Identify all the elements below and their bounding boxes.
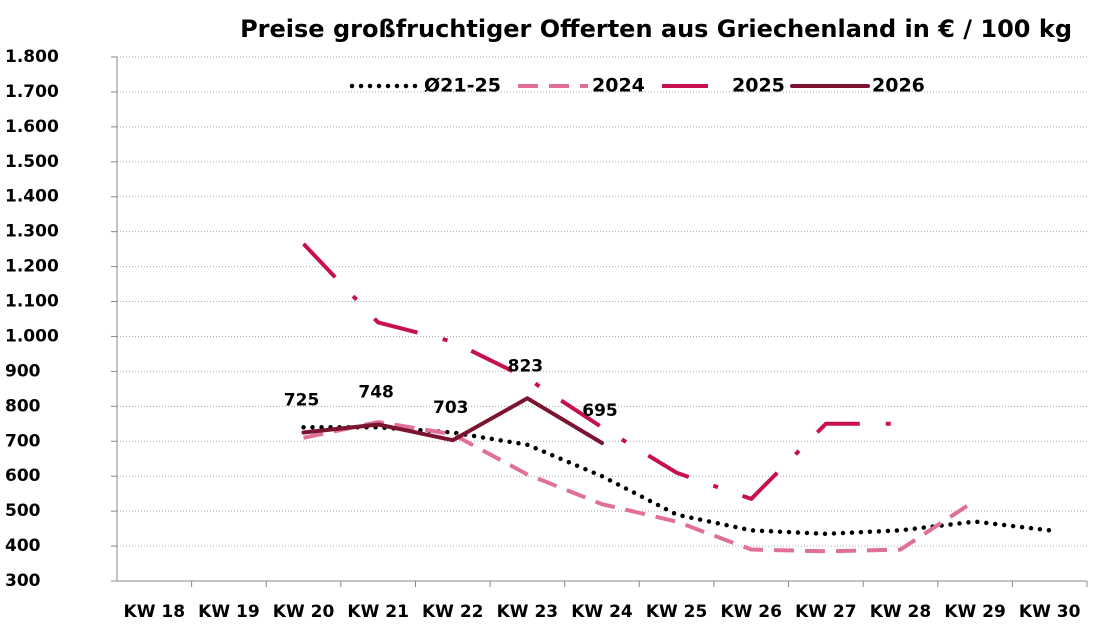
- x-tick-label: KW 25: [646, 602, 708, 622]
- x-tick-label: KW 24: [571, 602, 633, 622]
- chart-title: Preise großfruchtiger Offerten aus Griec…: [240, 15, 1072, 43]
- y-tick-label: 500: [5, 501, 41, 521]
- y-tick-label: 600: [5, 466, 41, 486]
- x-tick-label: KW 20: [273, 602, 335, 622]
- x-tick-label: KW 21: [347, 602, 409, 622]
- x-tick-label: KW 28: [870, 602, 932, 622]
- legend-label: Ø21-25: [424, 75, 501, 97]
- y-tick-label: 700: [5, 431, 41, 451]
- series-line: [302, 242, 901, 501]
- x-tick-label: KW 23: [497, 602, 559, 622]
- x-tick-label: KW 30: [1019, 602, 1081, 622]
- y-tick-label: 1.400: [5, 187, 59, 207]
- series-line: [301, 396, 604, 446]
- x-tick-label: KW 29: [944, 602, 1006, 622]
- y-tick-label: 300: [5, 571, 41, 591]
- y-tick-label: 1.200: [5, 257, 59, 277]
- y-tick-label: 1.500: [5, 152, 59, 172]
- legend-label: 2026: [872, 75, 925, 97]
- y-tick-label: 1.000: [5, 326, 59, 346]
- data-label: 703: [433, 398, 469, 418]
- x-tick-label: KW 19: [198, 602, 260, 622]
- y-tick-label: 900: [5, 361, 41, 381]
- y-tick-label: 1.800: [5, 47, 59, 67]
- legend-label: 2024: [592, 75, 645, 97]
- data-label: 695: [582, 401, 618, 421]
- y-tick-label: 800: [5, 396, 41, 416]
- y-tick-label: 1.100: [5, 292, 59, 312]
- series-line: [301, 425, 1052, 537]
- x-tick-label: KW 26: [720, 602, 782, 622]
- y-tick-label: 1.300: [5, 222, 59, 242]
- y-tick-label: 1.600: [5, 117, 59, 137]
- data-label: 725: [284, 391, 320, 411]
- legend-label: 2025: [732, 75, 785, 97]
- x-tick-label: KW 22: [422, 602, 484, 622]
- data-label: 823: [508, 356, 544, 376]
- data-label: 748: [358, 382, 394, 402]
- x-tick-label: KW 27: [795, 602, 857, 622]
- y-tick-label: 1.700: [5, 82, 59, 102]
- y-tick-label: 400: [5, 536, 41, 556]
- x-tick-label: KW 18: [124, 602, 186, 622]
- series-line: [303, 420, 977, 554]
